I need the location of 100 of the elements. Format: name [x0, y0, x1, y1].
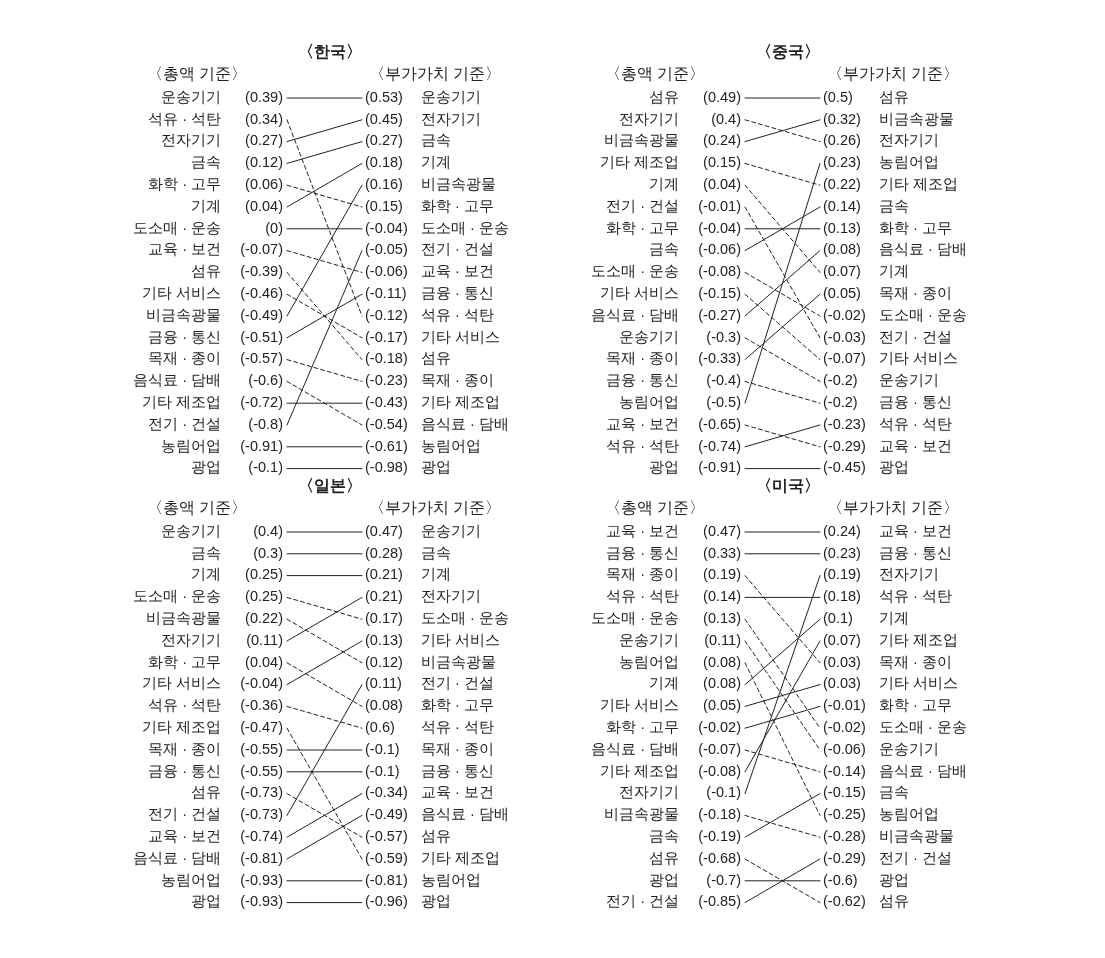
data-label: (-0.7) — [706, 871, 741, 888]
category-label: 농림어업 — [619, 394, 679, 411]
text: 〈부가가치 기준〉 — [368, 65, 502, 83]
data-label: (-0.18) — [365, 350, 408, 367]
category-label: 금속 — [879, 784, 909, 801]
category-label: 기계 — [879, 263, 909, 280]
data-label: (0.4) — [711, 110, 741, 127]
category-label: 섬유 — [649, 849, 679, 866]
data-label: (0.47) — [703, 522, 741, 539]
data-label: (0.07) — [823, 631, 861, 648]
data-label: (0.22) — [823, 176, 861, 193]
category-label: 교육 · 보건 — [421, 784, 494, 801]
data-label: (-0.47) — [240, 719, 283, 736]
category-label: 농림어업 — [161, 871, 221, 888]
category-label: 화학 · 고무 — [606, 219, 679, 236]
category-label: 음식료 · 담배 — [421, 806, 509, 823]
category-label: 운송기기 — [619, 328, 679, 345]
data-label: (-0.57) — [240, 350, 283, 367]
category-label: 기타 제조업 — [421, 849, 501, 866]
data-label: (0.04) — [245, 197, 283, 214]
category-label: 교육 · 보건 — [148, 828, 221, 845]
category-label: 섬유 — [879, 88, 909, 105]
category-label: 기타 제조업 — [879, 176, 959, 193]
category-label: 전자기기 — [161, 132, 221, 149]
data-label: (-0.33) — [698, 350, 741, 367]
text: 〈중국〉 — [756, 43, 820, 61]
category-label: 도소매 · 운송 — [133, 588, 221, 605]
category-label: 석유 · 석탄 — [148, 110, 221, 127]
data-label: (0.08) — [703, 675, 741, 692]
data-label: (0.25) — [245, 566, 283, 583]
category-label: 금융 · 통신 — [421, 285, 494, 302]
data-label: (-0.04) — [698, 219, 741, 236]
category-label: 섬유 — [191, 263, 221, 280]
data-label: (-0.59) — [365, 849, 408, 866]
category-label: 기타 제조업 — [599, 154, 679, 171]
data-label: (0.15) — [703, 154, 741, 171]
category-label: 운송기기 — [879, 372, 939, 389]
category-label: 금속 — [421, 132, 451, 149]
text: 〈미국〉 — [756, 477, 820, 495]
data-label: (0.18) — [823, 588, 861, 605]
category-label: 금융 · 통신 — [421, 762, 494, 779]
category-label: 목재 · 종이 — [148, 740, 221, 757]
category-label: 도소매 · 운송 — [879, 306, 967, 323]
data-label: (0.21) — [365, 566, 403, 583]
data-label: (-0.29) — [823, 849, 866, 866]
category-label: 석유 · 석탄 — [879, 415, 952, 432]
category-label: 목재 · 종이 — [606, 350, 679, 367]
data-label: (0.19) — [823, 566, 861, 583]
category-label: 교육 · 보건 — [148, 241, 221, 258]
data-label: (-0.2) — [823, 394, 858, 411]
category-label: 교육 · 보건 — [606, 522, 679, 539]
data-label: (-0.07) — [823, 350, 866, 367]
category-label: 기계 — [649, 675, 679, 692]
data-label: (-0.98) — [365, 459, 408, 476]
data-label: (-0.27) — [698, 306, 741, 323]
text: 〈일본〉 — [298, 477, 362, 495]
data-label: (-0.07) — [240, 241, 283, 258]
category-label: 교육 · 보건 — [606, 415, 679, 432]
data-label: (0.5) — [823, 88, 853, 105]
data-label: (0.16) — [365, 176, 403, 193]
data-label: (0.49) — [703, 88, 741, 105]
text: 〈부가가치 기준〉 — [368, 499, 502, 517]
data-label: (0.21) — [365, 588, 403, 605]
category-label: 비금속광물 — [146, 610, 221, 627]
category-label: 전기 · 건설 — [606, 197, 679, 214]
data-label: (-0.4) — [706, 372, 741, 389]
data-label: (0.05) — [703, 697, 741, 714]
data-label: (0.05) — [823, 285, 861, 302]
data-label: (-0.54) — [365, 415, 408, 432]
data-label: (-0.74) — [240, 828, 283, 845]
category-label: 음식료 · 담배 — [133, 849, 221, 866]
data-label: (-0.1) — [706, 784, 741, 801]
data-label: (-0.6) — [248, 372, 283, 389]
data-label: (-0.62) — [823, 893, 866, 910]
category-label: 석유 · 석탄 — [421, 306, 494, 323]
data-label: (-0.2) — [823, 372, 858, 389]
data-label: (-0.28) — [823, 828, 866, 845]
data-label: (0.23) — [823, 544, 861, 561]
data-label: (0.08) — [703, 653, 741, 670]
category-label: 교육 · 보건 — [879, 522, 952, 539]
category-label: 섬유 — [191, 784, 221, 801]
data-label: (-0.02) — [698, 719, 741, 736]
data-label: (-0.55) — [240, 740, 283, 757]
data-label: (0.33) — [703, 544, 741, 561]
data-label: (-0.65) — [698, 415, 741, 432]
data-label: (0.23) — [823, 154, 861, 171]
data-label: (0.04) — [245, 653, 283, 670]
data-label: (-0.06) — [698, 241, 741, 258]
data-label: (-0.1) — [365, 740, 400, 757]
data-label: (-0.61) — [365, 437, 408, 454]
data-label: (0.22) — [245, 610, 283, 627]
category-label: 석유 · 석탄 — [148, 697, 221, 714]
data-label: (0.14) — [703, 588, 741, 605]
category-label: 기타 서비스 — [421, 328, 501, 345]
data-label: (0.27) — [365, 132, 403, 149]
data-label: (-0.39) — [240, 263, 283, 280]
data-label: (-0.74) — [698, 437, 741, 454]
category-label: 운송기기 — [619, 631, 679, 648]
data-label: (-0.17) — [365, 328, 408, 345]
category-label: 목재 · 종이 — [148, 350, 221, 367]
